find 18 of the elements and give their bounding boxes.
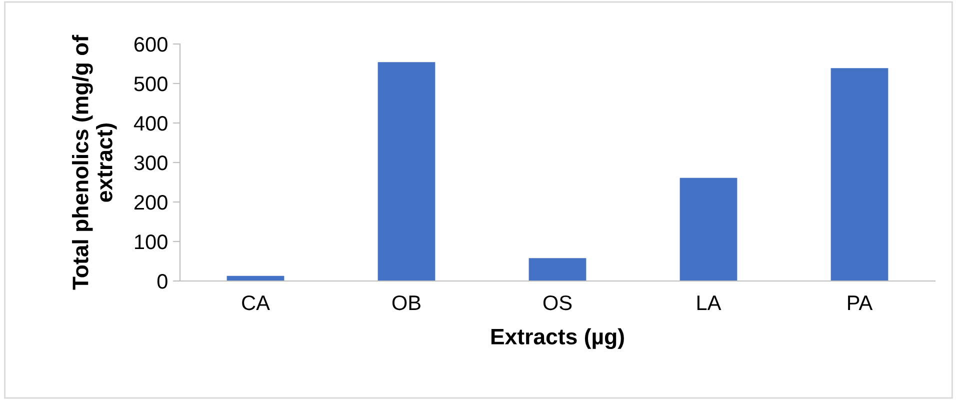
x-tick-label: OB [392,295,420,310]
y-tick-label: 100 [135,234,168,250]
bar [680,178,738,281]
x-tick-label: LA [697,296,722,310]
bar [830,68,888,281]
y-axis-title: Total phenolics (mg/g of extract) [72,34,117,290]
y-tick-label: 600 [134,37,168,52]
x-tick-label: CA [242,295,270,310]
y-tick-label: 200 [134,195,168,210]
x-tick-label: OS [543,295,572,310]
x-axis-title: Extracts (µg) [491,328,624,350]
y-tick-label: 400 [134,116,168,131]
y-tick-label: 500 [134,76,168,92]
y-tick-label: 0 [157,274,168,289]
bar [528,258,586,281]
bar [378,62,436,281]
x-tick-label: PA [848,296,873,310]
y-tick-label: 300 [134,156,168,170]
